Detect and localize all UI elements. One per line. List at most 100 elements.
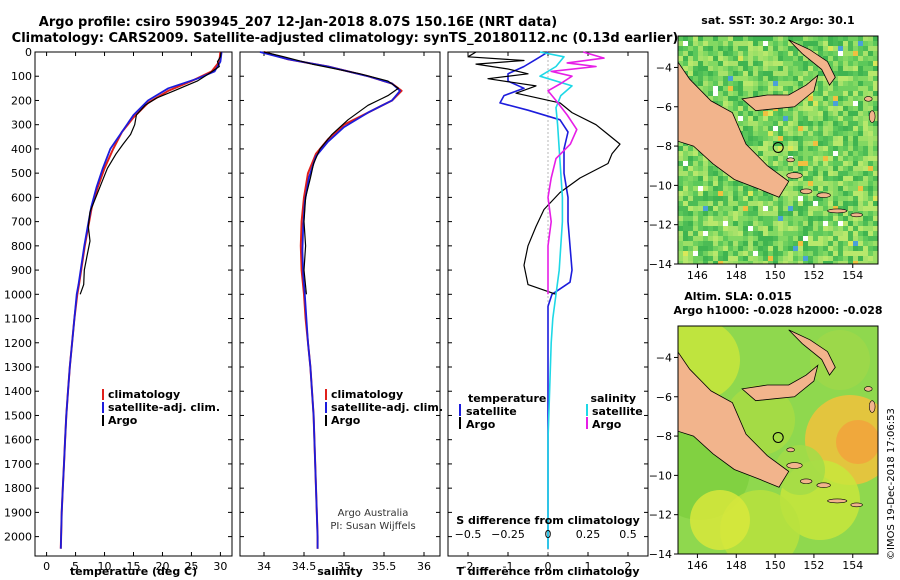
sst-cell (833, 251, 838, 256)
sst-cell (708, 46, 713, 51)
sst-cell (858, 56, 863, 61)
sst-cell (718, 261, 723, 264)
sst-cell (848, 126, 853, 131)
sst-cell (828, 191, 833, 196)
sst-cell (723, 191, 728, 196)
sst-cell (733, 116, 738, 121)
sst-cell (858, 161, 863, 166)
sst-cell (748, 191, 753, 196)
sst-cell (723, 76, 728, 81)
sst-cell (733, 186, 738, 191)
sst-cell (818, 231, 823, 236)
island (864, 386, 873, 392)
sst-cell (853, 136, 858, 141)
legend-entry: Argo (466, 418, 496, 431)
sst-cell (788, 196, 793, 201)
sst-cell (743, 231, 748, 236)
sst-cell (773, 236, 778, 241)
sst-cell (758, 46, 763, 51)
sst-cell (778, 66, 783, 71)
depth-tick-label: 1400 (4, 385, 32, 398)
sst-cell (808, 146, 813, 151)
sst-cell (798, 206, 803, 211)
sst-cell (748, 121, 753, 126)
sst-cell (738, 76, 743, 81)
sst-cell (743, 71, 748, 76)
sst-cell (803, 226, 808, 231)
sst-cell (833, 106, 838, 111)
sst-cell (758, 66, 763, 71)
sst-cell (843, 51, 848, 56)
sst-cell (683, 226, 688, 231)
sst-cell (733, 236, 738, 241)
sst-cell (838, 156, 843, 161)
sst-cell (853, 131, 858, 136)
sst-cell (838, 131, 843, 136)
sst-cell (823, 231, 828, 236)
island (816, 192, 831, 198)
sst-cell (873, 206, 878, 211)
island (800, 188, 813, 194)
sst-cell (748, 206, 753, 211)
sst-cell (848, 166, 853, 171)
sst-cell (753, 71, 758, 76)
sst-cell (788, 211, 793, 216)
sst-cell (758, 131, 763, 136)
sst-cell (823, 146, 828, 151)
sst-cell (808, 96, 813, 101)
sst-cell (848, 151, 853, 156)
sst-cell (733, 226, 738, 231)
sst-cell (683, 56, 688, 61)
sst-cell (868, 41, 873, 46)
sst-cell (783, 76, 788, 81)
sst-cell (708, 191, 713, 196)
sst-cell (808, 61, 813, 66)
sst-cell (848, 161, 853, 166)
sst-cell (738, 126, 743, 131)
sst-cell (688, 256, 693, 261)
sst-cell (758, 116, 763, 121)
sst-cell (828, 36, 833, 41)
sst-cell (828, 141, 833, 146)
sst-cell (868, 221, 873, 226)
sst-cell (833, 221, 838, 226)
sst-cell (853, 61, 858, 66)
sst-cell (693, 211, 698, 216)
sst-cell (818, 261, 823, 264)
depth-tick-label: 1200 (4, 337, 32, 350)
sst-cell (688, 221, 693, 226)
sst-cell (713, 166, 718, 171)
sst-cell (868, 106, 873, 111)
sst-cell (788, 126, 793, 131)
sst-cell (718, 46, 723, 51)
sst-cell (758, 81, 763, 86)
sst-cell (773, 136, 778, 141)
sst-cell (873, 201, 878, 206)
sst-cell (778, 51, 783, 56)
sst-cell (863, 151, 868, 156)
sst-cell (778, 61, 783, 66)
sst-cell (738, 36, 743, 41)
sst-cell (728, 191, 733, 196)
sst-cell (738, 256, 743, 261)
sst-cell (698, 41, 703, 46)
sst-cell (793, 241, 798, 246)
sst-cell (728, 231, 733, 236)
sst-cell (843, 136, 848, 141)
sst-cell (858, 241, 863, 246)
sst-cell (873, 86, 878, 91)
sst-cell (718, 76, 723, 81)
depth-tick-label: 1800 (4, 482, 32, 495)
sst-cell (798, 231, 803, 236)
sst-cell (713, 36, 718, 41)
sst-cell (788, 41, 793, 46)
sst-cell (818, 176, 823, 181)
sst-cell (858, 141, 863, 146)
sst-cell (708, 96, 713, 101)
sst-cell (723, 46, 728, 51)
sst-cell (728, 176, 733, 181)
sst-cell (863, 126, 868, 131)
sst-cell (703, 211, 708, 216)
sst-cell (828, 86, 833, 91)
sst-cell (853, 176, 858, 181)
